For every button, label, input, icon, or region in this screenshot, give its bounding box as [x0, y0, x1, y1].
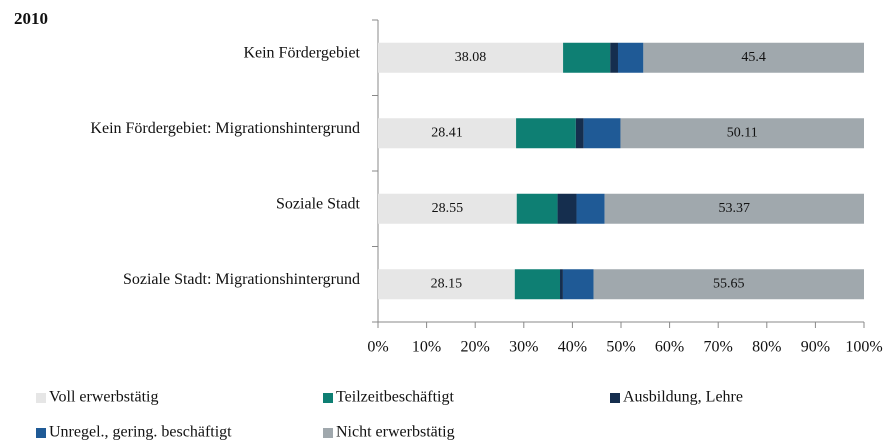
legend-swatch	[610, 393, 620, 403]
bar-segment	[643, 42, 864, 73]
value-label: 38.08	[455, 50, 487, 65]
category-label: Soziale Stadt	[276, 195, 361, 212]
bar-segment	[560, 269, 563, 300]
bar-segment	[516, 118, 576, 149]
x-tick-label: 60%	[655, 339, 684, 356]
category-label: Kein Fördergebiet: Migrationshintergrund	[90, 120, 360, 137]
category-label: Soziale Stadt: Migrationshintergrund	[123, 271, 360, 288]
x-tick-label: 20%	[461, 339, 490, 356]
legend-label: Ausbildung, Lehre	[623, 389, 743, 406]
bar-segment	[610, 42, 618, 73]
bar-segment	[604, 193, 864, 224]
legend-label: Nicht erwerbstätig	[336, 424, 455, 441]
bar-segment	[593, 269, 864, 300]
legend-swatch	[323, 428, 333, 438]
category-label: Kein Fördergebiet	[243, 44, 360, 61]
legend-swatch	[36, 428, 46, 438]
x-tick-label: 80%	[752, 339, 781, 356]
bar-segment	[576, 193, 605, 224]
x-tick-label: 50%	[606, 339, 635, 356]
bar-segment	[378, 42, 564, 73]
x-tick-label: 40%	[558, 339, 587, 356]
value-label: 28.15	[431, 276, 463, 291]
value-label: 50.11	[727, 125, 758, 140]
bar-segment	[620, 118, 864, 149]
value-label: 55.65	[713, 276, 745, 291]
legend-label: Voll erwerbstätig	[49, 389, 158, 406]
x-tick-label: 90%	[801, 339, 830, 356]
x-tick-label: 70%	[704, 339, 733, 356]
value-label: 28.55	[432, 201, 464, 216]
bar-segment	[583, 118, 621, 149]
bar-segment	[378, 269, 515, 300]
bar-segment	[557, 193, 577, 224]
bar-segment	[378, 118, 517, 149]
legend-swatch	[323, 393, 333, 403]
legend-label: Teilzeitbeschäftigt	[336, 389, 454, 406]
x-tick-label: 30%	[509, 339, 538, 356]
x-tick-label: 100%	[845, 339, 882, 356]
x-tick-label: 0%	[367, 339, 388, 356]
bar-segment	[617, 42, 644, 73]
bar-segment	[575, 118, 584, 149]
bar-segment	[516, 193, 558, 224]
value-label: 45.4	[741, 50, 766, 65]
bar-segment	[563, 42, 611, 73]
value-label: 53.37	[719, 201, 751, 216]
bar-segment	[378, 193, 517, 224]
legend-swatch	[36, 393, 46, 403]
value-label: 28.41	[431, 125, 463, 140]
legend-label: Unregel., gering. beschäftigt	[49, 424, 232, 441]
bar-segment	[562, 269, 594, 300]
x-tick-label: 10%	[412, 339, 441, 356]
chart-title: 2010	[14, 9, 48, 28]
bar-segment	[514, 269, 561, 300]
